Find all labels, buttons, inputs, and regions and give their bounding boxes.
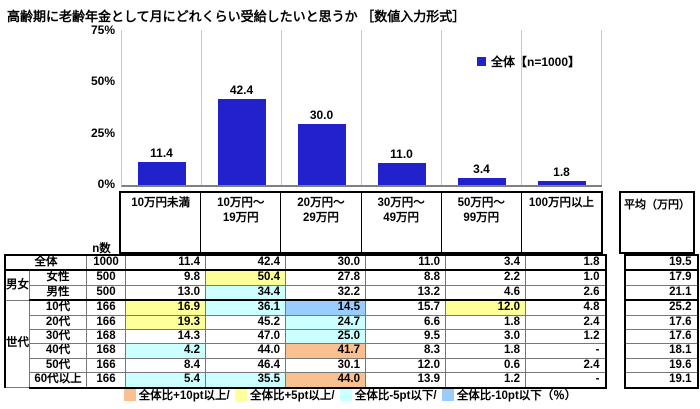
category-header: 100万円以上 [528, 197, 595, 209]
chart-column: 30.0 [282, 30, 362, 185]
category-header: 50万円～ 99万円 [442, 193, 522, 252]
minus5-swatch-icon [339, 389, 352, 401]
table-row: 30代 168 14.3 47.0 25.0 9.5 3.0 1.2 17.6 [5, 328, 699, 345]
chart-column: 42.4 [202, 30, 282, 185]
legend-item-label: 全体比-10pt以下（％） [456, 390, 577, 402]
table-row: 50代 166 8.4 46.4 30.1 12.0 0.6 2.4 19.6 [5, 357, 699, 374]
category-header: 20万円～ 29万円 [281, 193, 362, 252]
bar [377, 162, 426, 185]
category-header: 10万円未満 [121, 193, 202, 252]
plus5-swatch-icon [234, 389, 247, 401]
chart-column: 3.4 [442, 30, 522, 185]
table-row: 全体 1000 11.4 42.4 30.0 11.0 3.4 1.8 19.5 [4, 253, 699, 272]
y-axis-tick-0: 0% [97, 177, 115, 191]
category-header: 30万円～ 49万円 [362, 193, 442, 252]
table-row: 60代以上 166 5.4 35.5 44.0 13.9 1.2 - 19.1 [5, 372, 699, 389]
bar-value-label: 1.8 [553, 165, 570, 180]
plus10-swatch-icon [123, 389, 136, 401]
y-axis-tick-75: 75% [90, 23, 115, 37]
n-column-header: n数 [92, 243, 111, 255]
y-axis-tick-50: 50% [90, 74, 115, 88]
bar-value-label: 30.0 [309, 107, 334, 122]
chart-column: 11.4 [122, 30, 202, 185]
chart-title: 高齢期に老齢年金として月にどれくらい受給したいと思うか ［数値入力形式］ [7, 9, 466, 24]
bar-value-label: 42.4 [229, 82, 254, 97]
y-axis-tick-25: 25% [90, 126, 115, 140]
legend-series-label: 全体【n=1000】 [491, 55, 581, 69]
legend-item: 全体比+10pt以上/ [123, 387, 230, 403]
group-label-gender: 男女 [4, 269, 30, 301]
category-header-row: 10万円未満 10万円～ 19万円 20万円～ 29万円 30万円～ 49万円 50万… [119, 191, 603, 254]
minus10-swatch-icon [441, 389, 454, 401]
data-table: 全体 1000 11.4 42.4 30.0 11.0 3.4 1.8 19.5… [4, 253, 699, 389]
legend-item-label: 全体比-5pt以下/ [354, 390, 437, 402]
table-row: 20代 166 19.3 45.2 24.7 6.6 1.8 2.4 17.6 [5, 314, 699, 330]
bar [537, 181, 586, 185]
bar-chart-plot-area: 11.4 42.4 30.0 11.0 3.4 1.8 [121, 30, 602, 187]
table-row: 40代 168 4.2 44.0 41.7 8.3 1.8 - 18.1 [5, 343, 699, 359]
bar [137, 161, 186, 185]
group-label-generation: 世代 [4, 299, 30, 389]
bar [297, 123, 346, 185]
chart-legend: 全体【n=1000】 [477, 53, 580, 70]
table-row: 男性 500 13.0 34.4 32.2 13.2 4.6 2.6 21.1 [5, 284, 699, 302]
bar [217, 98, 266, 185]
highlight-legend: 全体比+10pt以上/ 全体比+5pt以上/ 全体比-5pt以下/ 全体比-10… [40, 387, 660, 404]
bar-value-label: 3.4 [473, 162, 490, 177]
chart-column: 1.8 [522, 30, 602, 185]
average-column-header: 平均（万円） [619, 191, 695, 254]
table-row: 世代 10代 166 16.9 36.1 14.5 15.7 12.0 4.8 … [4, 299, 699, 389]
legend-item: 全体比-5pt以下/ [339, 387, 437, 403]
legend-item: 全体比-10pt以下（％） [441, 387, 577, 403]
bar-value-label: 11.4 [150, 145, 173, 160]
legend-item: 全体比+5pt以上/ [234, 387, 335, 403]
table-row: 男女 女性 500 9.8 50.4 27.8 8.8 2.2 1.0 17.9 [4, 269, 699, 301]
legend-item-label: 全体比+10pt以上/ [138, 390, 230, 402]
bar [457, 178, 506, 185]
chart-column: 11.0 [362, 30, 442, 185]
legend-swatch-icon [477, 57, 486, 66]
category-header: 10万円～ 19万円 [201, 193, 282, 252]
bar-value-label: 11.0 [390, 146, 413, 161]
legend-item-label: 全体比+5pt以上/ [249, 390, 335, 402]
